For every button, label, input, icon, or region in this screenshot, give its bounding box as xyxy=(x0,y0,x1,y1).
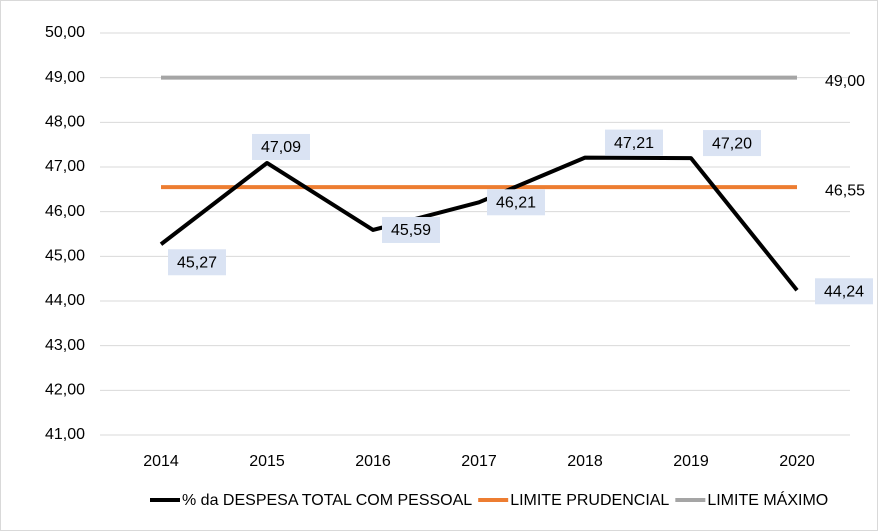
data-label: 47,20 xyxy=(712,135,752,152)
x-tick-label: 2014 xyxy=(143,453,179,470)
data-label-box xyxy=(168,249,226,276)
series-line xyxy=(159,155,799,292)
data-label: 46,21 xyxy=(496,195,536,212)
legend-label: LIMITE MÁXIMO xyxy=(707,490,828,509)
y-tick-label: 47,00 xyxy=(45,158,85,175)
y-tick-label: 48,00 xyxy=(45,114,85,131)
x-tick-label: 2019 xyxy=(673,453,709,470)
data-label: 47,21 xyxy=(614,135,654,152)
data-label: 45,59 xyxy=(391,222,431,239)
data-label-box xyxy=(605,129,663,156)
x-tick-label: 2020 xyxy=(779,453,815,470)
y-tick-label: 46,00 xyxy=(45,203,85,220)
data-label-box xyxy=(703,130,761,157)
y-tick-label: 49,00 xyxy=(45,69,85,86)
legend-label: LIMITE PRUDENCIAL xyxy=(510,492,669,509)
data-label: 49,00 xyxy=(825,73,865,90)
x-tick-label: 2017 xyxy=(461,453,497,470)
data-label-box xyxy=(487,189,545,216)
data-label: 46,55 xyxy=(825,182,865,199)
x-tick-label: 2016 xyxy=(355,453,391,470)
legend-label: % da DESPESA TOTAL COM PESSOAL xyxy=(182,492,472,509)
data-label-box xyxy=(815,278,873,305)
y-tick-label: 50,00 xyxy=(45,24,85,41)
y-tick-label: 44,00 xyxy=(45,292,85,309)
y-tick-label: 45,00 xyxy=(45,248,85,265)
y-tick-label: 41,00 xyxy=(45,426,85,443)
x-tick-label: 2015 xyxy=(249,453,285,470)
data-label: 45,27 xyxy=(177,254,217,271)
data-label-box xyxy=(252,133,310,160)
data-label: 47,09 xyxy=(261,139,301,156)
data-label: 44,24 xyxy=(824,283,864,300)
y-tick-label: 42,00 xyxy=(45,382,85,399)
y-tick-label: 43,00 xyxy=(45,337,85,354)
x-tick-label: 2018 xyxy=(567,453,603,470)
data-label-box xyxy=(382,216,440,243)
